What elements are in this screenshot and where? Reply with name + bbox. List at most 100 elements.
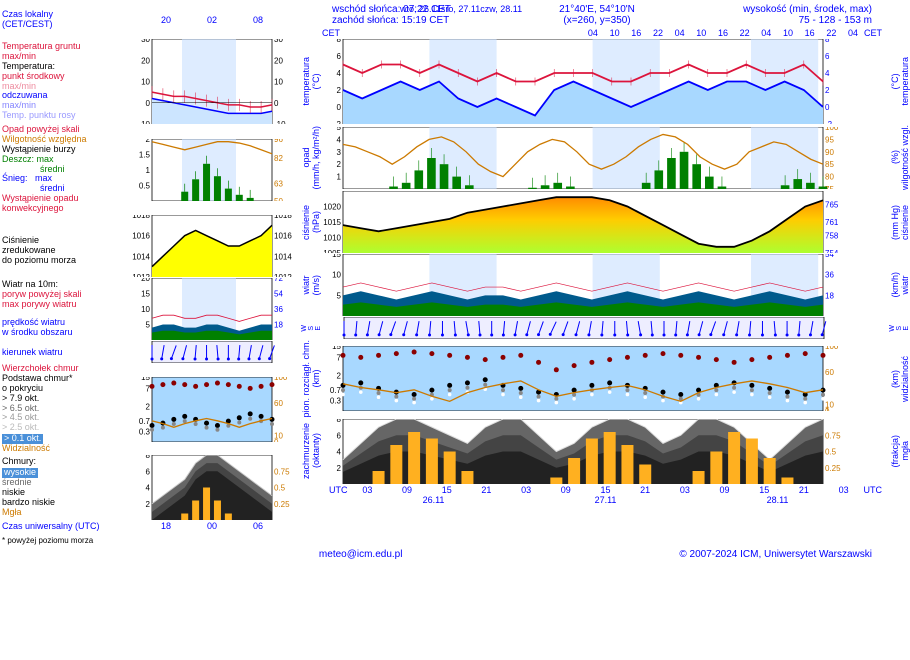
svg-text:100: 100 [274,377,288,382]
ylabel-mgla-r: (frakcja) mgła [888,435,910,468]
ylabel-temp-l: temperatura (°C) [299,57,323,106]
svg-text:15: 15 [332,346,341,351]
svg-text:0.3: 0.3 [330,397,342,406]
svg-text:1.5: 1.5 [139,150,151,159]
svg-text:0: 0 [337,103,342,112]
svg-text:1020: 1020 [323,203,341,212]
chart-winddir-left [132,341,297,363]
svg-text:1012: 1012 [274,273,292,277]
ylabel-nse-l: W S E [299,325,324,332]
svg-text:1014: 1014 [132,252,150,261]
chart-temp-left: -100102030-100102030 [132,39,297,124]
svg-text:82: 82 [274,153,283,162]
svg-text:1016: 1016 [132,232,150,241]
svg-text:15: 15 [141,290,150,299]
svg-text:5: 5 [146,321,151,330]
svg-text:0.75: 0.75 [274,467,290,476]
svg-text:1018: 1018 [132,215,150,220]
svg-text:20: 20 [274,56,283,65]
svg-text:10: 10 [274,78,283,87]
ylabel-temp-r: (°C) temperatura [888,57,910,106]
legend-cloudcover: Chmury: wysokie średnie niskie bardzo ni… [2,457,132,517]
svg-text:4: 4 [337,447,342,456]
svg-text:0.5: 0.5 [825,447,837,456]
svg-text:754: 754 [825,249,839,253]
svg-text:90: 90 [825,147,834,156]
footer: meteo@icm.edu.pl © 2007-2024 ICM, Uniwer… [2,545,910,564]
svg-text:4: 4 [337,69,342,78]
legend-pressure: Ciśnienie zredukowane do poziomu morza [2,226,132,266]
svg-text:10: 10 [141,78,150,87]
svg-text:10: 10 [825,401,834,410]
ylabel-wiatr-l: wiatr (m/s) [299,275,323,296]
svg-text:36: 36 [825,271,834,280]
svg-text:54: 54 [825,254,834,259]
ylabel-chmur-l: pion. rozciągł. chm. (km) [299,340,323,418]
svg-text:8: 8 [337,39,342,44]
svg-text:5: 5 [337,291,342,300]
svg-text:5: 5 [337,127,342,132]
legend-clouds: Wierzchołek chmur Podstawa chmur* o pokr… [2,364,132,454]
svg-text:15: 15 [141,377,150,382]
svg-text:20: 20 [141,278,150,283]
chart-precip-left: 0.511.5250638296 [132,139,297,201]
svg-text:8: 8 [146,455,151,460]
legend-wind: Wiatr na 10m: poryw powyżej skali max po… [2,280,132,337]
ylabel-cisn-l: ciśnienie (hPa) [299,205,323,240]
svg-text:0: 0 [825,103,830,112]
svg-text:75: 75 [825,185,834,189]
left-column: Temperatura gruntu max/min Temperatura: … [2,39,297,532]
svg-text:8: 8 [825,39,830,44]
svg-text:1016: 1016 [274,232,292,241]
label-utc: Czas uniwersalny (UTC) [2,521,132,531]
svg-text:1018: 1018 [274,215,292,220]
legend-temperature: Temperatura gruntu max/min Temperatura: … [2,42,132,121]
svg-text:0.5: 0.5 [139,181,151,190]
svg-text:4: 4 [146,484,151,493]
svg-text:6: 6 [337,52,342,61]
legend-precip: Opad powyżej skali Wilgotność względna W… [2,125,132,214]
ylabel-widz-r: (km) widzialność [888,356,910,402]
chart-clouds-right: 0.30.72715011060100 [323,346,888,411]
ylabel-nse-r: W S E [887,325,910,332]
svg-text:1005: 1005 [323,249,341,253]
left-hours: 200208 [132,15,292,25]
svg-text:50: 50 [274,197,283,201]
svg-text:0.5: 0.5 [274,484,286,493]
svg-text:0.7: 0.7 [330,386,342,395]
ylabel-zachm-l: zachmurzenie (oktanty) [299,423,323,479]
ylabel-cisn-r: (mm Hg) ciśnienie [888,205,910,240]
svg-text:-2: -2 [334,120,342,124]
svg-text:0: 0 [146,99,151,108]
svg-text:10: 10 [274,431,283,440]
svg-text:4: 4 [825,69,830,78]
svg-text:0.3: 0.3 [139,427,151,436]
svg-text:3: 3 [337,147,342,156]
svg-text:0.75: 0.75 [825,431,841,440]
svg-text:2: 2 [146,139,151,144]
svg-text:0.25: 0.25 [825,463,841,472]
svg-text:54: 54 [274,290,283,299]
svg-text:18: 18 [825,291,834,300]
legend-winddir: kierunek wiatru [2,347,132,357]
svg-text:10: 10 [141,305,150,314]
svg-text:4: 4 [337,135,342,144]
svg-text:60: 60 [825,368,834,377]
svg-text:100: 100 [825,127,839,132]
chart-clouds-left: 0.30.7271501060100 [132,377,297,442]
chart-pressure-left: 10121014101610181012101410161018 [132,215,297,277]
svg-text:96: 96 [274,139,283,144]
email-link[interactable]: meteo@icm.edu.pl [319,549,403,560]
svg-text:30: 30 [141,39,150,44]
svg-text:30: 30 [274,39,283,44]
svg-text:60: 60 [274,399,283,408]
svg-text:6: 6 [337,431,342,440]
chart-wind-right: 51015183654 [323,254,888,316]
chart-temp-right: -202468-202468 [323,39,888,124]
svg-text:2: 2 [337,372,342,381]
svg-text:1010: 1010 [323,234,341,243]
svg-text:2: 2 [337,463,342,472]
svg-text:72: 72 [274,278,283,283]
chart-pressure-right: 1005101010151020754758761765 [323,191,888,253]
svg-text:1014: 1014 [274,252,292,261]
